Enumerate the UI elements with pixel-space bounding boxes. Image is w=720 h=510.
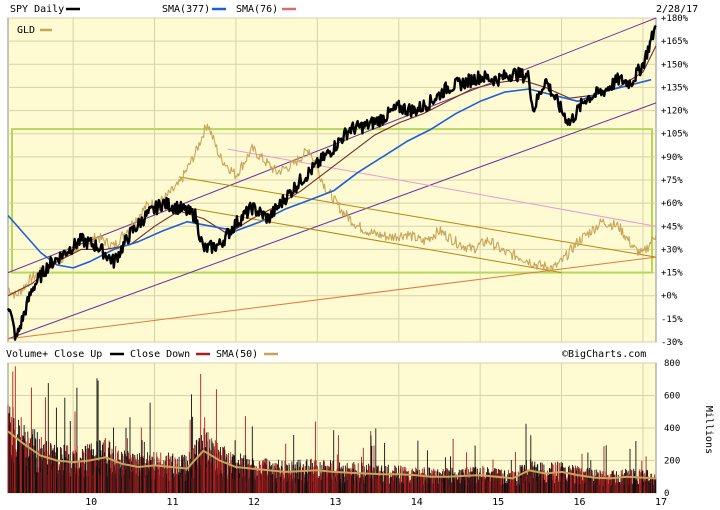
series-spy-upper-channel [7, 17, 657, 274]
volume-tick-label: 400 [664, 424, 680, 434]
volume-ylabel: Millions [703, 406, 714, 454]
y-tick-label: +90% [661, 153, 683, 163]
highlight-band [11, 128, 653, 274]
y-tick-label: +15% [661, 269, 683, 279]
legend-sma76: SMA(76) [236, 4, 278, 15]
legend-sma377: SMA(377) [162, 4, 210, 15]
legend-gld: GLD [17, 25, 35, 36]
y-tick-label: +150% [661, 60, 689, 70]
y-tick-label: +45% [661, 222, 683, 232]
y-tick-label: +60% [661, 199, 683, 209]
volume-tick-label: 0 [664, 489, 669, 499]
x-tick-label: 15 [492, 497, 504, 508]
x-tick-label: 13 [329, 497, 341, 508]
y-tick-label: -30% [661, 338, 683, 348]
series-gld-upper-channel [178, 176, 657, 258]
series-spy-lower-channel [7, 102, 657, 340]
y-tick-label: +120% [661, 107, 689, 117]
volume-sma-line [7, 430, 657, 480]
x-axis-ticks: 10 11 12 13 14 15 16 17 [85, 497, 667, 508]
volume-legend-sma50: SMA(50) [216, 349, 258, 360]
y-tick-label: +105% [661, 130, 689, 140]
price-y-ticks: +180% +165% +150% +135% +120% +105% +90% +75% +6… [661, 14, 689, 348]
price-series [6, 17, 657, 341]
volume-y-ticks: 800 600 400 200 0 [664, 359, 680, 499]
date-label: 2/28/17 [656, 4, 698, 15]
x-tick-label: 11 [167, 497, 179, 508]
volume-legend-close-down: Close Down [130, 349, 190, 360]
series-gld [7, 123, 657, 299]
y-tick-label: +0% [661, 292, 678, 302]
x-tick-label: 12 [248, 497, 260, 508]
series-sma-76- [7, 78, 652, 269]
y-tick-label: +30% [661, 245, 683, 255]
x-tick-label: 14 [411, 497, 423, 508]
series-spy [6, 24, 657, 341]
volume-title: Volume+ Close Up [6, 349, 102, 360]
y-tick-label: +165% [661, 37, 689, 47]
band-rect [11, 128, 653, 274]
x-tick-label: 17 [655, 497, 667, 508]
y-tick-label: +75% [661, 176, 683, 186]
y-tick-label: +180% [661, 14, 689, 24]
volume-tick-label: 600 [664, 392, 680, 402]
watermark: ©BigCharts.com [562, 349, 646, 360]
chart-title: SPY Daily [10, 4, 64, 15]
x-tick-label: 16 [574, 497, 586, 508]
y-tick-label: +135% [661, 83, 689, 93]
volume-tick-label: 200 [664, 457, 680, 467]
volume-sma [7, 430, 657, 480]
series-pink-trend [227, 148, 657, 227]
y-tick-label: -15% [661, 315, 683, 325]
x-tick-label: 10 [85, 497, 97, 508]
series-sma-377- [7, 45, 657, 297]
volume-tick-label: 800 [664, 359, 680, 369]
